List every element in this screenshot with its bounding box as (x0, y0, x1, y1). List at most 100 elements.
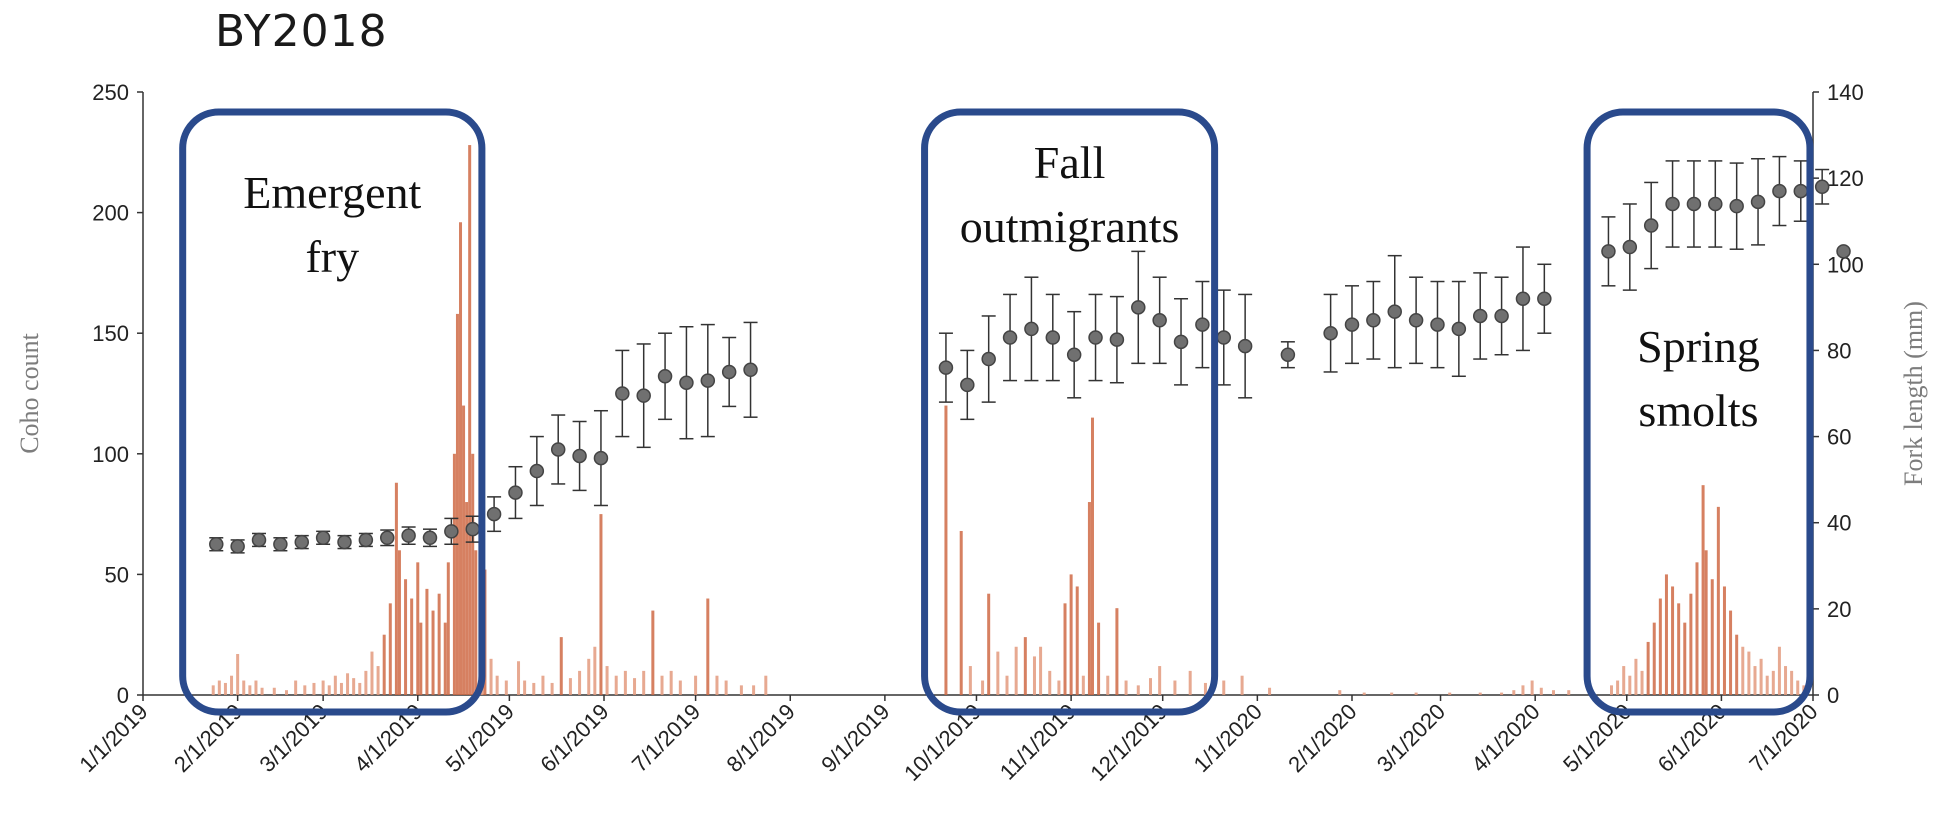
fork-length-marker (1131, 300, 1146, 315)
count-bar (431, 610, 435, 695)
count-bar (1023, 637, 1027, 695)
fork-length-marker (444, 524, 459, 539)
count-bar (1771, 670, 1775, 695)
fork-length-marker (1708, 196, 1723, 212)
count-bar (1048, 670, 1052, 695)
count-bar (1081, 675, 1085, 695)
count-bar (1478, 692, 1482, 695)
count-bar (452, 453, 456, 695)
fork-length-marker (1601, 244, 1616, 259)
y2-tick-label: 60 (1827, 425, 1851, 450)
count-bar (382, 634, 386, 695)
count-bar (284, 690, 288, 695)
count-bar (1759, 658, 1763, 695)
count-bar (1610, 685, 1614, 695)
count-bar (1414, 692, 1418, 695)
count-bar (517, 661, 521, 695)
count-bar (1747, 651, 1751, 695)
count-bar (1136, 685, 1140, 695)
count-bar (242, 680, 246, 695)
count-bar (987, 593, 991, 695)
count-bar (1796, 680, 1800, 695)
y-axis-title: Coho count (15, 332, 44, 453)
fork-length-marker (721, 364, 737, 380)
fork-length-marker (1366, 313, 1381, 328)
fork-length-marker (1024, 321, 1039, 337)
count-bar (694, 675, 698, 695)
count-bar (1683, 622, 1687, 695)
y2-tick-label: 0 (1827, 683, 1839, 708)
count-bar (1188, 670, 1192, 695)
annotation-label: Emergent (243, 167, 421, 218)
count-bar (217, 680, 221, 695)
y-tick-label: 250 (92, 80, 129, 105)
fork-length-marker (294, 534, 310, 550)
fork-length-marker (273, 537, 288, 552)
count-bar (1069, 574, 1073, 695)
fork-length-marker (1643, 218, 1659, 233)
fork-length-marker (337, 534, 352, 550)
y2-tick-label: 20 (1827, 597, 1851, 622)
count-bar (669, 670, 673, 695)
count-bar (752, 685, 756, 695)
count-bar (1716, 506, 1720, 695)
count-bar (1622, 666, 1626, 695)
count-bar (523, 680, 527, 695)
fork-length-marker (1066, 347, 1082, 362)
count-bar (1338, 690, 1342, 695)
count-bar (568, 678, 572, 695)
fork-length-marker (209, 537, 224, 552)
count-bar (724, 680, 728, 695)
annotation-label: fry (305, 231, 359, 282)
count-bar (1704, 550, 1708, 695)
fork-length-marker (486, 506, 502, 522)
count-bar (1677, 603, 1681, 695)
count-bar (1063, 603, 1067, 695)
count-bar (1115, 608, 1119, 695)
count-bar (425, 588, 429, 695)
count-bar (352, 678, 356, 695)
count-bar (1646, 641, 1650, 695)
count-bar (1097, 622, 1101, 695)
annotation-box (179, 108, 486, 716)
count-bar (1268, 687, 1272, 695)
count-bar (416, 562, 420, 695)
fork-length-marker (700, 373, 716, 388)
count-bar (660, 675, 664, 695)
fork-length-marker (1173, 334, 1189, 350)
fork-length-marker (1772, 183, 1787, 199)
fork-length-marker (1408, 313, 1424, 328)
y-tick-label: 0 (117, 683, 129, 708)
count-bar (410, 598, 414, 695)
fork-length-marker (1793, 183, 1809, 199)
count-bar (1710, 579, 1714, 695)
count-bar (1390, 692, 1394, 695)
fork-length-marker (1045, 330, 1061, 345)
count-bar (623, 670, 627, 695)
count-bar (394, 482, 398, 695)
count-bar (294, 680, 298, 695)
count-bar (1551, 690, 1555, 695)
fork-length-marker (1729, 198, 1744, 214)
fork-length-marker (960, 377, 975, 393)
count-bar (678, 680, 682, 695)
count-bar (1652, 622, 1656, 695)
count-bar (642, 670, 646, 695)
count-bar (1640, 670, 1644, 695)
count-bar (1530, 680, 1534, 695)
count-bar (1753, 666, 1757, 695)
count-bar (651, 610, 655, 695)
count-bar (559, 637, 563, 695)
count-bar (1790, 670, 1794, 695)
fork-length-marker (1836, 244, 1851, 259)
fork-length-marker (422, 530, 438, 546)
y2-axis-title: Fork length (mm) (1899, 301, 1928, 486)
chart-title: BY2018 (215, 6, 388, 57)
fork-length-marker (1152, 313, 1167, 328)
fork-length-marker (1622, 239, 1638, 255)
count-bar (1664, 574, 1668, 695)
y-tick-label: 50 (105, 562, 129, 587)
x-tick-label: 8/1/2019 (722, 699, 800, 777)
fork-length-marker (1537, 291, 1552, 306)
